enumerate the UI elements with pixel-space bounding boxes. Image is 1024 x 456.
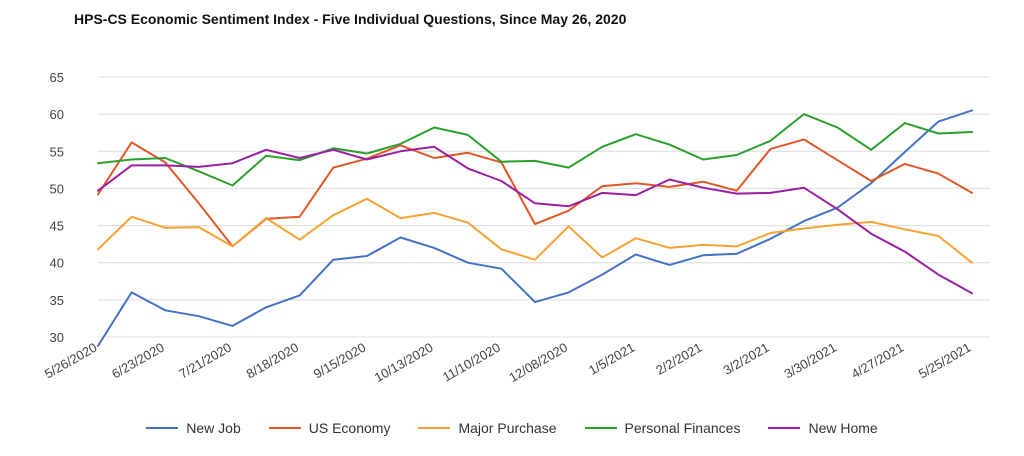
x-tick-label: 9/15/2020	[311, 340, 369, 382]
y-tick-label: 60	[50, 107, 64, 122]
grid-layer	[98, 76, 990, 338]
x-tick-label: 3/30/2021	[781, 340, 839, 382]
x-tick-label: 11/10/2020	[440, 340, 503, 385]
legend-swatch	[584, 427, 617, 429]
legend: New Job US Economy Major Purchase Personal …	[0, 420, 1024, 436]
x-tick-label: 3/2/2021	[720, 340, 771, 378]
legend-swatch	[268, 427, 301, 429]
legend-swatch	[146, 427, 179, 429]
line-chart: 30 35 40 45 50 55 60 65 5/26/2020 6/23/2020 7/21/…	[42, 70, 990, 386]
series-line-major-purchase	[97, 197, 973, 264]
series-layer	[97, 109, 973, 347]
x-tick-label: 8/18/2020	[244, 340, 302, 382]
x-tick-label: 7/21/2020	[176, 340, 234, 382]
x-tick-label: 5/25/2021	[916, 340, 974, 382]
legend-item: New Home	[768, 420, 878, 436]
x-tick-label: 10/13/2020	[372, 340, 436, 386]
x-axis-ticks: 5/26/2020 6/23/2020 7/21/2020 8/18/2020 9/15…	[42, 340, 974, 386]
y-tick-label: 35	[50, 293, 64, 308]
y-tick-label: 40	[50, 256, 64, 271]
series-line-new-job	[97, 109, 973, 347]
x-tick-label: 6/23/2020	[109, 340, 167, 382]
chart-title: HPS-CS Economic Sentiment Index - Five I…	[74, 11, 627, 27]
x-tick-label: 4/27/2021	[849, 340, 907, 382]
x-tick-label: 12/08/2020	[506, 340, 570, 386]
series-line-new-home	[97, 145, 973, 295]
series-line-personal-finances	[97, 113, 973, 187]
legend-swatch	[768, 427, 801, 429]
legend-label: New Home	[808, 420, 878, 436]
y-tick-label: 45	[50, 219, 64, 234]
x-tick-label: 1/5/2021	[586, 340, 637, 378]
legend-item: US Economy	[268, 420, 391, 436]
y-tick-label: 55	[50, 144, 64, 159]
y-axis-ticks: 30 35 40 45 50 55 60 65	[50, 70, 64, 345]
y-tick-label: 65	[50, 70, 64, 85]
legend-swatch	[418, 427, 451, 429]
legend-label: New Job	[186, 420, 241, 436]
legend-label: Personal Finances	[624, 420, 741, 436]
x-tick-label: 5/26/2020	[42, 340, 100, 382]
series-line-us-economy	[97, 138, 973, 248]
y-tick-label: 30	[50, 330, 64, 345]
legend-label: Major Purchase	[458, 420, 557, 436]
legend-label: US Economy	[308, 420, 391, 436]
legend-item: Major Purchase	[418, 420, 557, 436]
legend-item: New Job	[146, 420, 241, 436]
legend-item: Personal Finances	[584, 420, 741, 436]
x-tick-label: 2/2/2021	[653, 340, 704, 378]
y-tick-label: 50	[50, 181, 64, 196]
